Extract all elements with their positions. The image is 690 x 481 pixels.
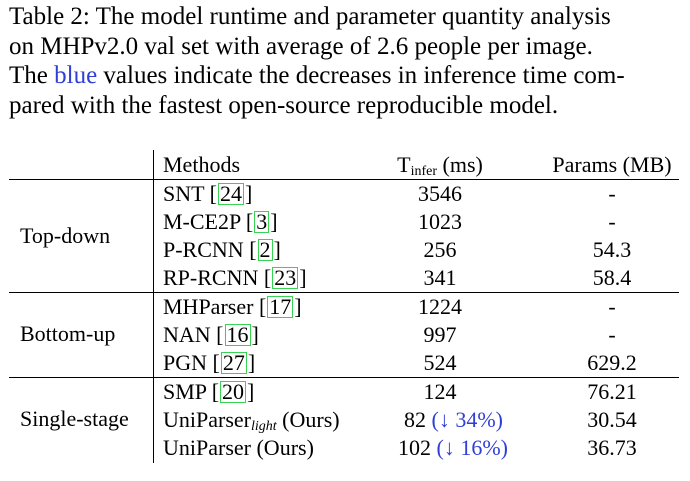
params-cell: -: [608, 181, 616, 206]
caption-line-2: on MHPv2.0 val set with average of 2.6 p…: [9, 32, 593, 60]
citation-link[interactable]: 24: [218, 181, 244, 206]
time-cell: 82 (↓ 34%): [404, 406, 503, 434]
time-cell: 341: [423, 265, 457, 290]
header-time: Tinfer (ms): [360, 151, 520, 186]
time-cell: 1023: [418, 209, 462, 234]
method-cell: SMP [20]: [163, 379, 255, 404]
header-params: Params (MB): [552, 152, 672, 177]
time-cell: 124: [423, 379, 457, 404]
method-name: PGN: [163, 350, 208, 375]
method-suffix: (Ours): [276, 407, 340, 432]
params-cell: 629.2: [587, 350, 637, 375]
group-label: Single-stage: [20, 406, 129, 431]
method-name: UniParser: [163, 407, 251, 432]
time-cell: 1224: [418, 294, 462, 319]
params-cell: 54.3: [592, 237, 632, 262]
params-cell: 58.4: [592, 265, 632, 290]
time-decrease: (↓ 16%): [436, 435, 508, 460]
method-cell: UniParserlight (Ours): [163, 406, 340, 441]
time-decrease: (↓ 34%): [431, 407, 503, 432]
time-value: 82: [404, 407, 426, 432]
time-value: 102: [398, 435, 431, 460]
time-cell: 256: [423, 237, 457, 262]
caption-line-4: pared with the fastest open-source repro…: [9, 91, 559, 119]
citation-link[interactable]: 2: [257, 237, 273, 262]
method-name: P-RCNN: [163, 237, 244, 262]
method-cell: M-CE2P [3]: [163, 209, 278, 234]
method-cell: UniParser (Ours): [163, 435, 314, 460]
group-rule: [9, 292, 679, 293]
method-cell: PGN [27]: [163, 350, 256, 375]
header-rule: [9, 179, 679, 180]
method-name: RP-RCNN: [163, 265, 259, 290]
group-label: Top-down: [20, 223, 111, 248]
method-subscript: light: [250, 419, 277, 434]
table-caption: Table 2: The model runtime and parameter…: [9, 2, 685, 120]
caption-blue-word: blue: [54, 62, 98, 89]
method-cell: MHParser [17]: [163, 294, 302, 319]
header-time-main: T: [397, 152, 411, 177]
group-label: Bottom-up: [20, 321, 116, 346]
time-cell: 102 (↓ 16%): [398, 434, 508, 462]
method-cell: P-RCNN [2]: [163, 237, 281, 262]
time-cell: 997: [423, 322, 457, 347]
params-cell: 76.21: [587, 379, 637, 404]
params-cell: -: [608, 209, 616, 234]
caption-line-1: Table 2: The model runtime and parameter…: [9, 3, 611, 30]
method-name: SNT: [163, 181, 205, 206]
citation-link[interactable]: 23: [272, 265, 299, 290]
params-cell: -: [608, 322, 616, 347]
time-cell: 524: [423, 350, 457, 375]
method-cell: NAN [16]: [163, 322, 259, 347]
time-cell: 3546: [418, 181, 462, 206]
params-cell: -: [608, 294, 616, 319]
caption-text: The: [9, 62, 55, 89]
params-cell: 30.54: [587, 407, 637, 432]
method-name: SMP: [163, 379, 207, 404]
caption-text: values indicate the decreases in inferen…: [97, 62, 625, 89]
citation-link[interactable]: 16: [224, 322, 251, 347]
header-time-sub: infer: [410, 164, 438, 179]
citation-link[interactable]: 3: [254, 209, 270, 234]
column-divider: [153, 150, 154, 463]
group-rule: [9, 377, 679, 378]
header-time-unit: (ms): [437, 152, 483, 177]
citation-link[interactable]: 17: [267, 294, 294, 319]
method-cell: SNT [24]: [163, 181, 253, 206]
params-cell: 36.73: [587, 435, 637, 460]
method-name: NAN: [163, 322, 211, 347]
method-cell: RP-RCNN [23]: [163, 265, 307, 290]
header-methods: Methods: [163, 152, 240, 177]
method-name: MHParser: [163, 294, 254, 319]
citation-link[interactable]: 27: [220, 350, 247, 375]
method-name: M-CE2P: [163, 209, 241, 234]
caption-line-3: The blue values indicate the decreases i…: [9, 61, 685, 91]
citation-link[interactable]: 20: [220, 379, 247, 404]
